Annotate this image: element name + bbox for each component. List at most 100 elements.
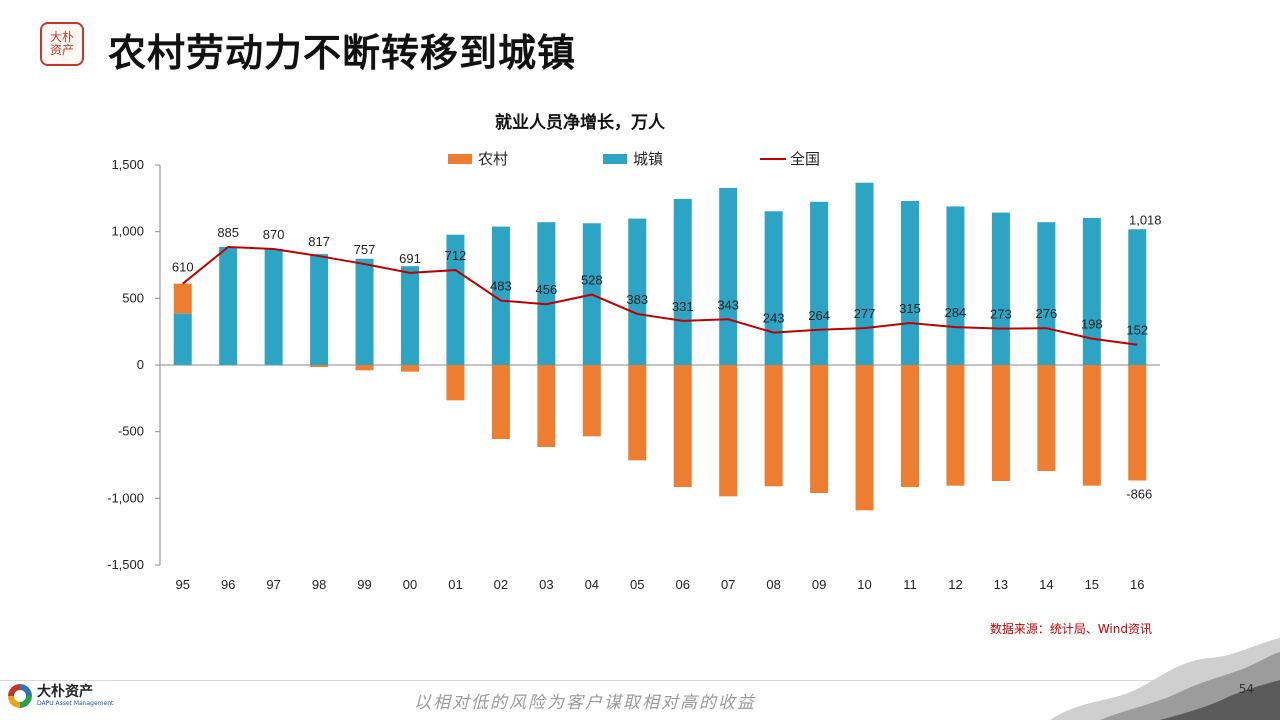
company-seal-logo: 大朴 资产	[40, 22, 84, 66]
bar-rural	[1037, 365, 1056, 471]
data-label-total: 343	[717, 297, 739, 312]
legend-swatch-rural	[448, 154, 472, 164]
data-label-total: 610	[172, 260, 194, 275]
bar-rural	[401, 365, 419, 372]
data-label-total: 284	[945, 305, 967, 320]
x-tick-label: 13	[994, 577, 1008, 592]
x-tick-label: 07	[721, 577, 735, 592]
ink-landscape-decoration	[1050, 638, 1280, 720]
legend-label: 全国	[790, 150, 820, 168]
x-tick-label: 05	[630, 577, 644, 592]
data-label-total: 243	[763, 311, 785, 326]
y-tick-label: -1,000	[107, 490, 144, 505]
data-label-total: 277	[854, 306, 876, 321]
bar-rural	[310, 365, 329, 367]
data-label-total: 383	[626, 292, 648, 307]
bar-rural	[1082, 365, 1101, 486]
data-label-rural-last: -866	[1126, 486, 1152, 501]
data-label-total: 817	[308, 234, 330, 249]
footer-divider	[0, 680, 1280, 681]
bar-urban	[1082, 217, 1101, 365]
data-label-total: 273	[990, 307, 1012, 322]
bar-rural	[901, 365, 919, 487]
bar-urban	[946, 206, 965, 365]
x-tick-label: 02	[494, 577, 508, 592]
chart: 1,500 1,000 500 0 -500 -1,000 -1,500 95 96 97 98 99…	[107, 150, 1162, 592]
data-label-total: 712	[445, 248, 467, 263]
y-tick-label: 1,000	[111, 224, 144, 239]
y-tick-label: -1,500	[107, 557, 144, 572]
x-tick-label: 12	[948, 577, 962, 592]
bar-rural	[537, 365, 556, 447]
x-tick-label: 15	[1085, 577, 1099, 592]
bar-rural	[764, 365, 783, 487]
data-label-total: 691	[399, 251, 421, 266]
x-tick-label: 03	[539, 577, 553, 592]
legend-swatch-urban	[603, 154, 627, 164]
y-tick-label: 1,500	[111, 157, 144, 172]
bar-urban	[446, 234, 465, 365]
x-tick-label: 11	[903, 577, 917, 592]
x-tick-label: 06	[675, 577, 689, 592]
bar-rural	[991, 365, 1010, 481]
bar-urban	[810, 201, 829, 365]
data-label-total: 276	[1036, 306, 1058, 321]
x-tick-label: 95	[175, 577, 189, 592]
bar-urban	[310, 254, 329, 365]
legend-label: 农村	[478, 150, 508, 168]
bar-urban	[673, 198, 692, 365]
page-title: 农村劳动力不断转移到城镇	[108, 31, 577, 75]
bar-urban	[264, 249, 283, 365]
x-tick-label: 99	[357, 577, 371, 592]
brand-logo: 大朴资产 DAPU Asset Management	[8, 684, 113, 708]
footer-slogan: 以相对低的风险为客户谋取相对高的收益	[414, 693, 756, 713]
bar-rural	[355, 365, 374, 371]
x-tick-label: 14	[1039, 577, 1053, 592]
bar-rural	[719, 365, 738, 497]
brand-name: 大朴资产	[37, 683, 93, 700]
bar-rural	[446, 365, 465, 401]
bar-rural	[946, 365, 965, 486]
bar-rural	[582, 365, 601, 437]
bar-urban	[173, 313, 192, 365]
bar-rural	[673, 365, 692, 487]
data-source-note: 数据来源：统计局、Wind资讯	[989, 622, 1152, 636]
bar-rural	[810, 365, 829, 493]
bar-urban	[355, 258, 374, 365]
bar-urban	[991, 212, 1010, 365]
x-tick-label: 10	[857, 577, 871, 592]
brand-ring-icon	[8, 684, 32, 708]
bar-rural	[628, 365, 647, 461]
bar-urban	[855, 182, 874, 365]
x-tick-label: 98	[312, 577, 326, 592]
data-label-total: 264	[808, 308, 830, 323]
x-tick-label: 16	[1130, 577, 1144, 592]
data-label-urban-last: 1,018	[1129, 212, 1162, 227]
x-tick-label: 01	[448, 577, 462, 592]
bar-urban	[219, 247, 238, 365]
bar-urban	[1128, 229, 1147, 365]
data-label-total: 757	[354, 242, 376, 257]
x-tick-label: 00	[403, 577, 417, 592]
bar-urban	[491, 226, 510, 365]
page-number: 54	[1238, 682, 1254, 696]
bar-rural	[173, 283, 192, 314]
brand-english-name: DAPU Asset Management	[37, 699, 114, 707]
bar-urban	[628, 218, 647, 365]
data-label-total: 483	[490, 279, 512, 294]
bar-rural	[855, 365, 874, 511]
bar-urban	[537, 222, 556, 365]
x-tick-label: 96	[221, 577, 235, 592]
data-label-total: 870	[263, 227, 285, 242]
bar-urban	[764, 211, 783, 365]
bar-rural	[491, 365, 510, 439]
data-label-total: 456	[536, 282, 558, 297]
y-tick-label: -500	[118, 424, 144, 439]
data-label-total: 885	[217, 225, 239, 240]
bar-rural	[1128, 365, 1147, 481]
legend-label: 城镇	[633, 150, 663, 168]
bar-urban	[401, 266, 419, 365]
bar-urban	[719, 187, 738, 365]
x-tick-label: 08	[766, 577, 780, 592]
x-tick-label: 04	[585, 577, 599, 592]
